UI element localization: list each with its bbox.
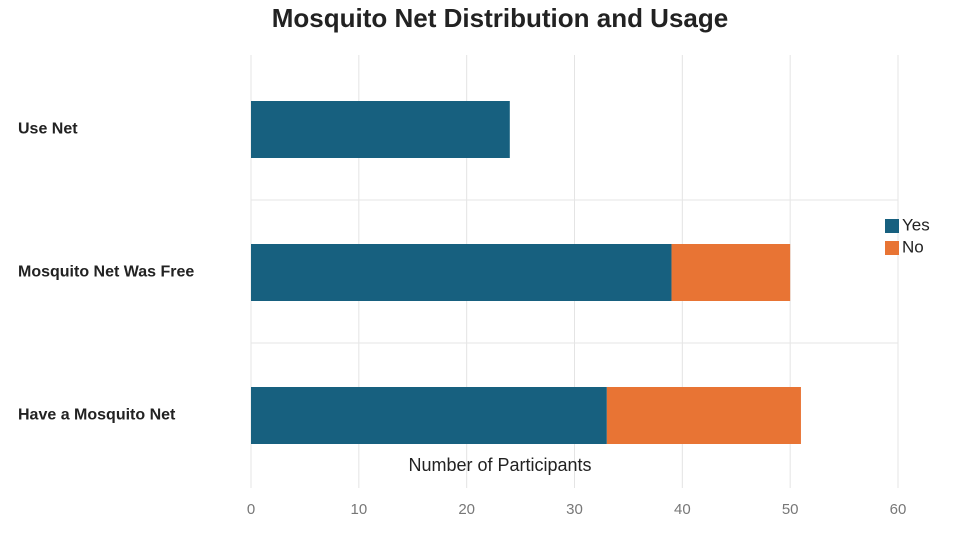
x-tick-label: 20 (458, 501, 475, 518)
x-tick-label: 30 (566, 501, 583, 518)
bar-segment (251, 101, 510, 158)
legend-swatch (885, 219, 899, 233)
legend-label: No (902, 237, 924, 256)
x-tick-label: 40 (674, 501, 691, 518)
bar-segment (251, 244, 672, 301)
legend-swatch (885, 241, 899, 255)
x-tick-label: 50 (782, 501, 799, 518)
y-tick-label: Mosquito Net Was Free (18, 264, 194, 281)
bar-segment (671, 244, 791, 301)
y-tick-label: Have a Mosquito Net (18, 407, 176, 424)
x-tick-label: 0 (247, 501, 255, 518)
bar-segment (251, 387, 607, 444)
bar-segment (606, 387, 801, 444)
legend-label: Yes (902, 215, 930, 234)
y-tick-label: Use Net (18, 121, 78, 138)
chart-title: Mosquito Net Distribution and Usage (272, 3, 728, 33)
x-tick-label: 10 (350, 501, 367, 518)
x-tick-label: 60 (890, 501, 907, 518)
x-axis-title: Number of Participants (408, 455, 591, 475)
